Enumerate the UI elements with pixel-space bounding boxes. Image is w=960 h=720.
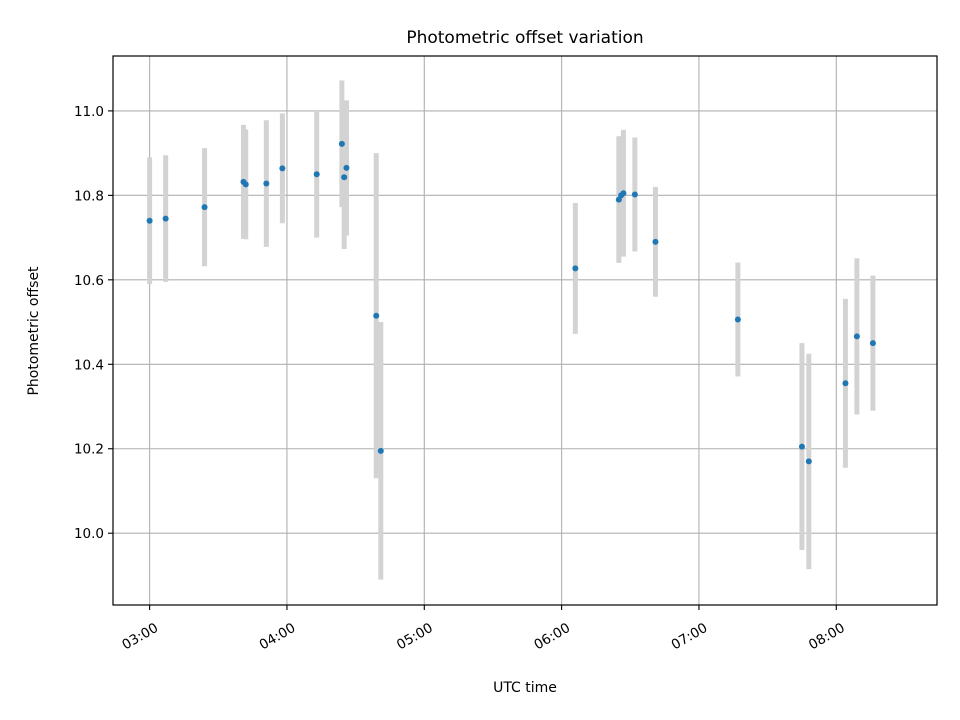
x-tick-label: 07:00 <box>669 620 711 653</box>
data-point <box>869 340 876 347</box>
data-point <box>263 180 270 187</box>
data-point <box>631 191 638 198</box>
y-axis-label: Photometric offset <box>26 266 42 396</box>
data-point <box>620 190 627 197</box>
data-point <box>313 171 320 178</box>
x-tick-label: 08:00 <box>806 620 848 653</box>
data-point <box>572 265 579 272</box>
x-tick-label: 05:00 <box>394 620 436 653</box>
y-tick-label: 10.6 <box>74 273 104 289</box>
plot-frame <box>112 55 938 606</box>
y-tick-label: 10.8 <box>74 188 104 204</box>
data-point <box>343 164 350 171</box>
y-axis-ticks: 10.0 10.2 10.4 10.6 10.8 11.0 <box>74 104 113 542</box>
chart-title: Photometric offset variation <box>406 28 643 48</box>
data-point <box>341 174 348 181</box>
data-point <box>377 447 384 454</box>
data-point <box>373 312 380 319</box>
data-point <box>842 380 849 387</box>
x-tick-label: 03:00 <box>119 620 161 653</box>
data-point <box>805 458 812 465</box>
errorbars <box>147 80 876 580</box>
data-point <box>162 215 169 222</box>
data-point <box>734 316 741 323</box>
y-tick-label: 10.4 <box>74 357 104 373</box>
data-point <box>242 181 249 188</box>
data-point <box>201 204 208 211</box>
data-point <box>798 443 805 450</box>
x-axis-ticks: 03:00 04:00 05:00 06:00 07:00 08:00 <box>119 605 848 653</box>
x-tick-label: 04:00 <box>257 620 299 653</box>
x-axis-label: UTC time <box>493 680 557 696</box>
grid <box>113 56 937 605</box>
data-point <box>338 140 345 147</box>
x-tick-label: 06:00 <box>531 620 573 653</box>
data-point <box>652 238 659 245</box>
data-point <box>146 217 153 224</box>
y-tick-label: 10.2 <box>74 442 104 458</box>
data-point <box>853 333 860 340</box>
y-tick-label: 10.0 <box>74 526 104 542</box>
data-point <box>279 165 286 172</box>
data-points <box>146 140 876 465</box>
y-tick-label: 11.0 <box>74 104 104 120</box>
